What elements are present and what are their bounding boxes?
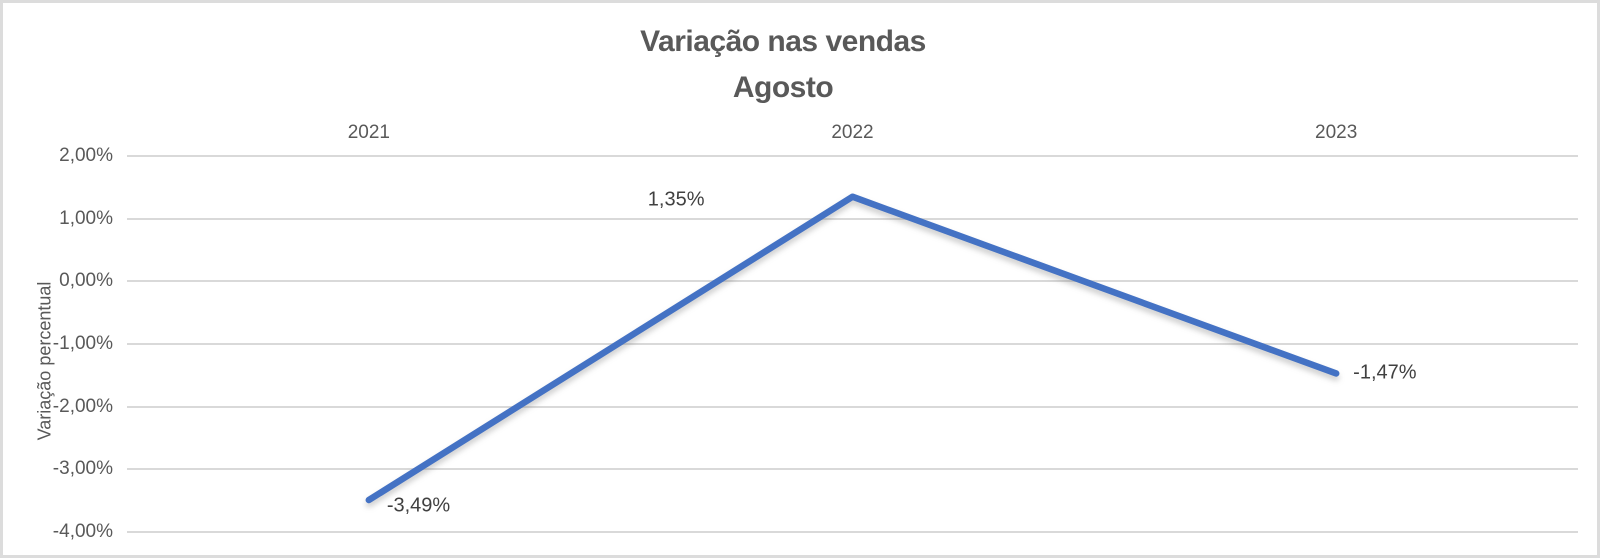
gridline [127, 468, 1578, 471]
category-label: 2023 [1315, 122, 1358, 143]
series-line [365, 193, 1340, 504]
y-tick-label: -4,00% [52, 521, 113, 542]
chart-subtitle: Agosto [732, 71, 834, 104]
gridline [127, 217, 1578, 220]
gridline [127, 155, 1578, 157]
data-label: -1,47% [1353, 361, 1417, 384]
chart-title: Variação nas vendas [640, 25, 926, 58]
gridline [127, 405, 1578, 408]
chart-title-block: Variação nas vendas Agosto [3, 19, 1563, 111]
category-label: 2022 [831, 122, 874, 143]
y-tick-label: -2,00% [52, 395, 113, 417]
y-tick-label: 0,00% [59, 270, 113, 292]
y-tick-label: 1,00% [59, 207, 113, 229]
category-label: 2021 [347, 122, 390, 143]
data-label: 1,35% [647, 188, 705, 211]
gridline [127, 343, 1578, 345]
y-tick-label: 2,00% [59, 145, 113, 166]
y-tick-label: -3,00% [52, 458, 113, 480]
gridline [127, 531, 1578, 533]
gridline [127, 280, 1578, 283]
data-label: -3,49% [386, 494, 451, 517]
y-tick-label: -1,00% [52, 333, 113, 354]
